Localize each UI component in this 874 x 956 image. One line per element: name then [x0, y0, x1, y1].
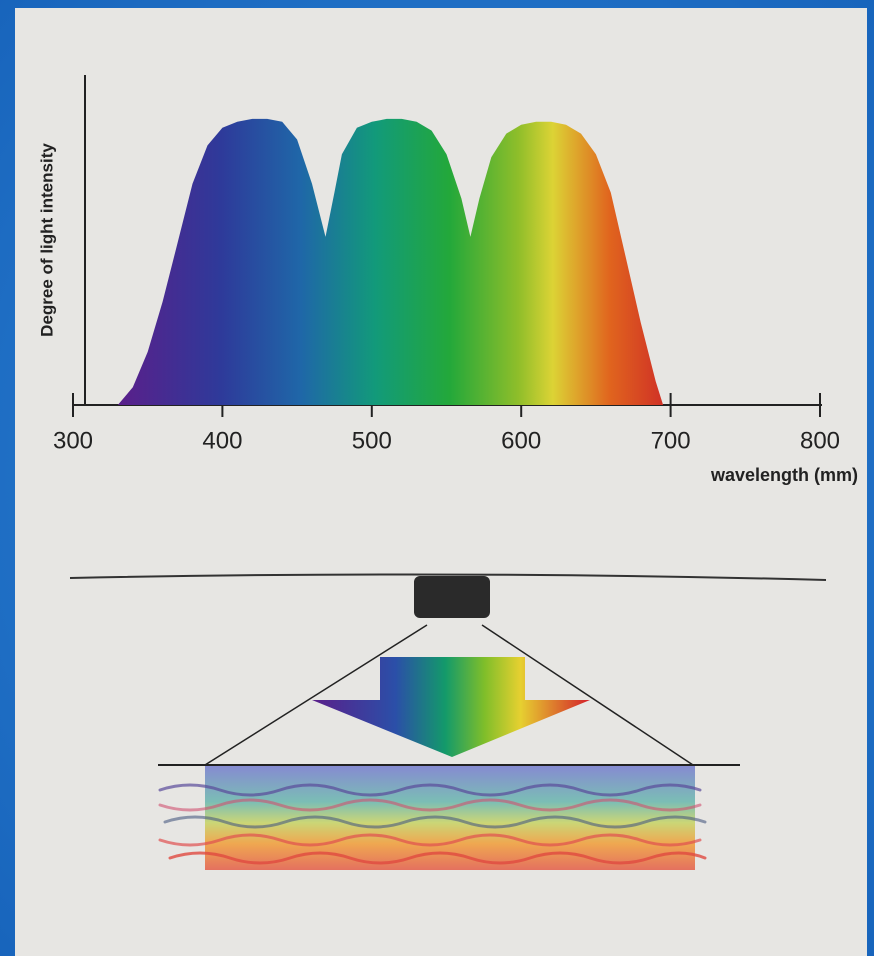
x-tick-label: 600 [501, 427, 541, 454]
x-tick-label: 300 [53, 427, 93, 454]
sensor [414, 576, 490, 618]
x-tick-label: 400 [202, 427, 242, 454]
y-axis-label: Degree of light intensity [37, 143, 56, 337]
x-tick-label: 800 [800, 427, 840, 454]
page: Degree of light intensity wavelength (mm… [0, 0, 874, 956]
x-tick-label: 500 [352, 427, 392, 454]
x-tick-label: 700 [651, 427, 691, 454]
x-axis-label: wavelength (mm) [710, 465, 858, 485]
